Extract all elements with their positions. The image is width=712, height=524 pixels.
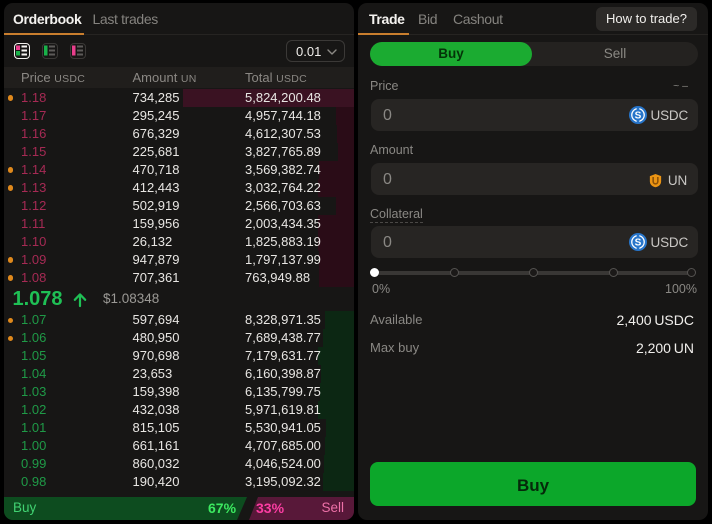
svg-text:S: S [634, 238, 641, 249]
svg-text:S: S [634, 111, 641, 122]
